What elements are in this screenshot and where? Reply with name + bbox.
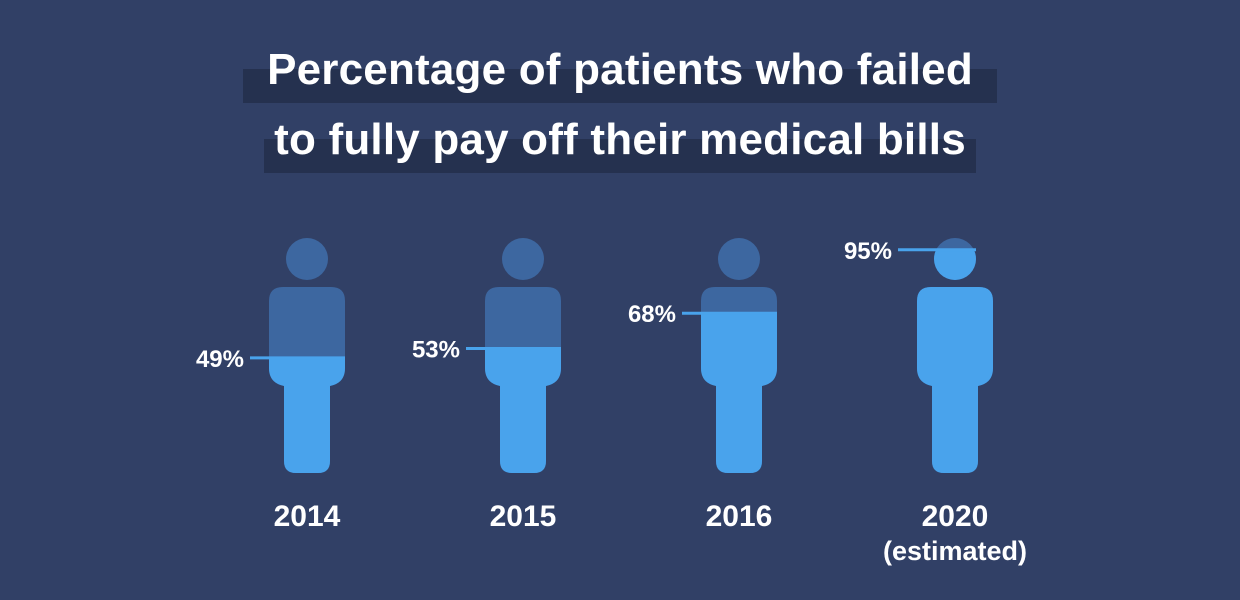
title-line-1: Percentage of patients who failed xyxy=(0,45,1240,103)
figure-group-2014: 49% 2014 xyxy=(196,238,345,533)
category-label: 2020 xyxy=(922,500,989,533)
figure-group-2016: 68% 2016 xyxy=(628,238,777,533)
title-highlight-1 xyxy=(243,69,997,103)
title-text-1: Percentage of patients who failed xyxy=(267,45,973,94)
title-text-2: to fully pay off their medical bills xyxy=(274,115,966,164)
value-label: 68% xyxy=(628,301,676,328)
title-line-2: to fully pay off their medical bills xyxy=(0,115,1240,173)
figure-fill-bar xyxy=(485,348,561,473)
title-highlight-2 xyxy=(264,139,976,173)
category-label: 2014 xyxy=(274,500,341,533)
figure-group-2020: 95% 2020(estimated) xyxy=(844,238,1027,566)
category-label: 2015 xyxy=(490,500,557,533)
category-label: 2016 xyxy=(706,500,773,533)
figure-fill-bar xyxy=(917,249,993,473)
value-label: 49% xyxy=(196,346,244,373)
category-note: (estimated) xyxy=(883,536,1027,566)
value-label: 95% xyxy=(844,238,892,265)
figure-fill-bar xyxy=(269,357,345,473)
value-label: 53% xyxy=(412,336,460,363)
figure-group-2015: 53% 2015 xyxy=(412,238,561,533)
figure-fill-bar xyxy=(701,313,777,473)
chart-title: Percentage of patients who failed to ful… xyxy=(0,45,1240,173)
